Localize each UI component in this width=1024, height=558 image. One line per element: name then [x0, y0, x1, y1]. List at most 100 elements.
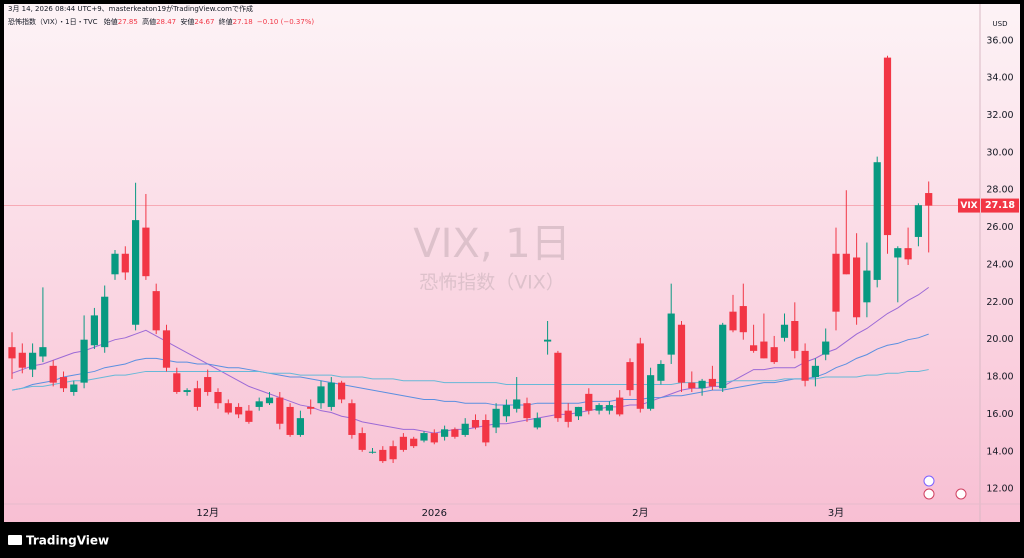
logo	[8, 535, 22, 545]
legend-open-label: 始値	[104, 17, 118, 26]
candle-body	[348, 403, 356, 435]
candle-body	[317, 386, 325, 404]
y-tick-label: 28.00	[986, 185, 1013, 196]
candle-body	[368, 451, 377, 453]
x-tick-label: 2026	[422, 508, 447, 519]
candle-body	[750, 345, 758, 351]
candle-body	[59, 377, 68, 389]
candle-body	[80, 339, 88, 383]
candle-body	[502, 405, 510, 417]
legend-high: 28.47	[156, 18, 176, 26]
caption: 3月 14, 2026 08:44 UTC+9、masterkeaton19がT…	[8, 4, 253, 13]
candle-body	[688, 382, 696, 389]
candle-body	[132, 220, 140, 325]
candle-body	[235, 406, 243, 415]
candle-body	[729, 311, 737, 331]
candle-body	[595, 405, 603, 411]
candle-body	[492, 408, 500, 428]
candle-body	[441, 429, 449, 437]
candle-body	[739, 306, 747, 333]
y-tick-label: 34.00	[986, 73, 1013, 84]
legend-close: 27.18	[233, 18, 253, 26]
candle-body	[585, 393, 593, 411]
candle-body	[523, 403, 531, 419]
legend-close-label: 終値	[219, 17, 233, 26]
candle-body	[49, 365, 57, 383]
candle-body	[204, 377, 212, 392]
candle-body	[574, 406, 583, 417]
candle-body	[544, 339, 552, 342]
candle-body	[8, 347, 16, 359]
legend-change: −0.10 (−0.37%)	[257, 18, 315, 26]
watermark-title: VIX, 1日	[413, 221, 570, 267]
brand: TradingView	[8, 534, 109, 548]
candle-body	[513, 399, 521, 409]
candle-body	[667, 313, 675, 355]
candle-body	[379, 449, 387, 462]
candle-body	[677, 324, 686, 383]
event-icon	[923, 488, 935, 500]
candle-body	[564, 410, 572, 422]
candle-body	[605, 405, 613, 411]
y-tick-label: 30.00	[986, 147, 1013, 158]
candle-body	[121, 253, 129, 273]
footer: TradingView	[26, 534, 109, 548]
candle-body	[863, 270, 871, 303]
candle-body	[276, 397, 284, 424]
price-tag-text: 27.18	[985, 200, 1015, 211]
candle-body	[883, 57, 892, 236]
legend-low: 24.67	[194, 18, 214, 26]
candle-body	[770, 347, 778, 363]
candle-body	[904, 248, 912, 260]
event-icon	[955, 488, 967, 500]
candle-body	[18, 352, 26, 368]
candle-body	[894, 248, 902, 258]
price-tag-symbol	[958, 198, 980, 213]
candle-body	[90, 315, 98, 346]
legend-open: 27.85	[118, 18, 138, 26]
legend-low-label: 安値	[180, 17, 194, 26]
candle-body	[29, 352, 37, 370]
candle-body	[451, 429, 459, 437]
candle-body	[708, 378, 716, 387]
currency: USD	[993, 20, 1008, 28]
event-icons	[923, 475, 967, 500]
candle-body	[914, 205, 922, 237]
candle-body	[811, 365, 819, 378]
y-tick-label: 22.00	[986, 297, 1013, 308]
candle-body	[296, 418, 304, 435]
candle-body	[482, 420, 490, 443]
event-icon	[923, 475, 935, 487]
y-tick-label: 14.00	[986, 446, 1013, 457]
x-tick-label: 12月	[196, 507, 219, 519]
x-tick-label: 3月	[828, 507, 844, 519]
price-tag-symbol-text: VIX	[960, 201, 977, 211]
candle-body	[636, 343, 644, 409]
y-tick-label: 36.00	[986, 35, 1013, 46]
candle-body	[533, 418, 541, 428]
y-tick-label: 24.00	[986, 259, 1013, 270]
candle-body	[420, 433, 428, 441]
candle-body	[245, 410, 253, 422]
candle-body	[647, 375, 655, 409]
x-tick-label: 2月	[632, 507, 648, 519]
price-tag	[981, 198, 1019, 213]
chart-background	[4, 4, 1020, 522]
y-tick-label: 20.00	[986, 334, 1013, 345]
candle-body	[430, 433, 438, 443]
candle-body	[214, 391, 222, 404]
candle-body	[265, 397, 274, 404]
candle-body	[471, 420, 480, 428]
candle-body	[853, 257, 861, 318]
candle-body	[616, 397, 624, 415]
y-tick-label: 12.00	[986, 484, 1013, 495]
candle-body	[183, 390, 191, 392]
y-tick-label: 26.00	[986, 222, 1013, 233]
candle-body	[193, 388, 201, 407]
candle-body	[307, 406, 315, 409]
candle-body	[925, 193, 933, 206]
candle-body	[780, 324, 789, 338]
y-tick-label: 18.00	[986, 372, 1013, 383]
candle-body	[224, 403, 232, 413]
